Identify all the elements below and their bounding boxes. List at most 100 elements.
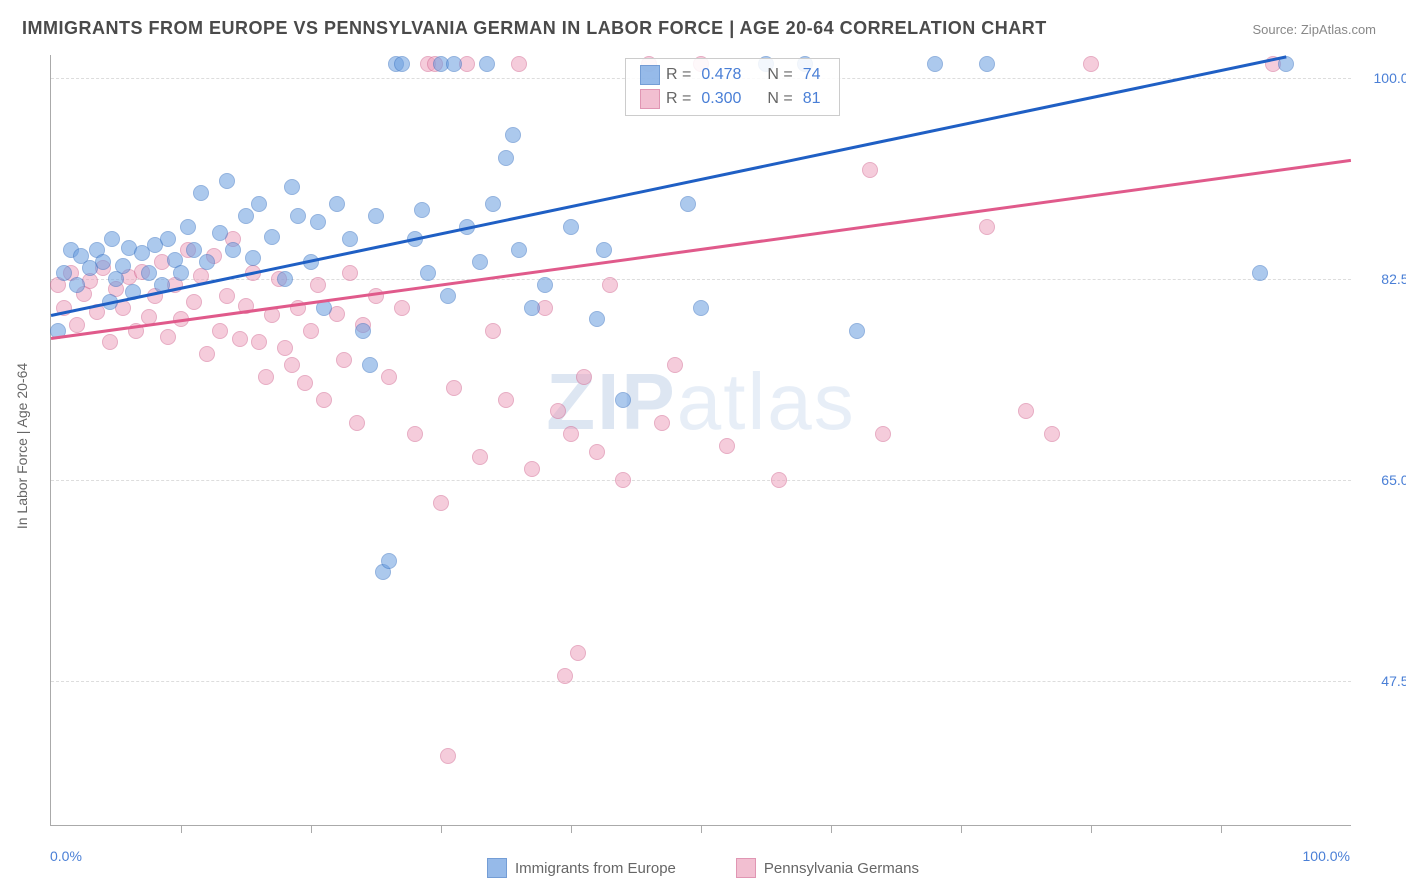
data-point bbox=[219, 288, 235, 304]
data-point bbox=[238, 208, 254, 224]
data-point bbox=[102, 334, 118, 350]
data-point bbox=[927, 56, 943, 72]
legend-row-b: R = 0.300 N = 81 bbox=[640, 87, 825, 111]
data-point bbox=[550, 403, 566, 419]
x-tick bbox=[1221, 825, 1222, 833]
data-point bbox=[180, 219, 196, 235]
data-point bbox=[394, 56, 410, 72]
x-tick bbox=[1091, 825, 1092, 833]
x-tick bbox=[961, 825, 962, 833]
legend-row-a: R = 0.478 N = 74 bbox=[640, 63, 825, 87]
data-point bbox=[849, 323, 865, 339]
data-point bbox=[524, 300, 540, 316]
data-point bbox=[212, 323, 228, 339]
watermark: ZIPatlas bbox=[546, 356, 855, 448]
data-point bbox=[141, 265, 157, 281]
data-point bbox=[440, 748, 456, 764]
x-tick bbox=[181, 825, 182, 833]
data-point bbox=[394, 300, 410, 316]
gridline bbox=[51, 279, 1351, 280]
data-point bbox=[56, 265, 72, 281]
legend-label-a: Immigrants from Europe bbox=[515, 860, 676, 877]
data-point bbox=[446, 380, 462, 396]
data-point bbox=[654, 415, 670, 431]
watermark-light: atlas bbox=[677, 357, 856, 446]
correlation-legend: R = 0.478 N = 74 R = 0.300 N = 81 bbox=[625, 58, 840, 116]
data-point bbox=[596, 242, 612, 258]
data-point bbox=[219, 173, 235, 189]
y-tick-label: 82.5% bbox=[1361, 271, 1406, 287]
data-point bbox=[368, 208, 384, 224]
data-point bbox=[771, 472, 787, 488]
data-point bbox=[1252, 265, 1268, 281]
data-point bbox=[316, 392, 332, 408]
n-label-b: N = bbox=[767, 90, 792, 108]
data-point bbox=[433, 495, 449, 511]
data-point bbox=[511, 56, 527, 72]
data-point bbox=[615, 472, 631, 488]
swatch-a-icon bbox=[640, 65, 660, 85]
data-point bbox=[297, 375, 313, 391]
x-tick bbox=[311, 825, 312, 833]
source-attribution: Source: ZipAtlas.com bbox=[1252, 22, 1376, 37]
data-point bbox=[232, 331, 248, 347]
data-point bbox=[1018, 403, 1034, 419]
gridline bbox=[51, 681, 1351, 682]
data-point bbox=[407, 426, 423, 442]
swatch-b-icon bbox=[640, 89, 660, 109]
data-point bbox=[420, 265, 436, 281]
n-value-b: 81 bbox=[799, 90, 825, 108]
data-point bbox=[362, 357, 378, 373]
r-value-a: 0.478 bbox=[697, 66, 745, 84]
data-point bbox=[381, 553, 397, 569]
data-point bbox=[115, 258, 131, 274]
series-legend: Immigrants from Europe Pennsylvania Germ… bbox=[0, 858, 1406, 878]
data-point bbox=[160, 231, 176, 247]
data-point bbox=[446, 56, 462, 72]
data-point bbox=[342, 231, 358, 247]
data-point bbox=[264, 229, 280, 245]
data-point bbox=[602, 277, 618, 293]
data-point bbox=[225, 242, 241, 258]
legend-label-b: Pennsylvania Germans bbox=[764, 860, 919, 877]
y-tick-label: 100.0% bbox=[1361, 70, 1406, 86]
data-point bbox=[557, 668, 573, 684]
data-point bbox=[336, 352, 352, 368]
r-label-a: R = bbox=[666, 66, 691, 84]
data-point bbox=[277, 271, 293, 287]
r-label-b: R = bbox=[666, 90, 691, 108]
data-point bbox=[511, 242, 527, 258]
data-point bbox=[1044, 426, 1060, 442]
data-point bbox=[342, 265, 358, 281]
data-point bbox=[485, 196, 501, 212]
data-point bbox=[160, 329, 176, 345]
data-point bbox=[498, 392, 514, 408]
data-point bbox=[472, 254, 488, 270]
data-point bbox=[284, 357, 300, 373]
data-point bbox=[258, 369, 274, 385]
data-point bbox=[615, 392, 631, 408]
x-tick bbox=[831, 825, 832, 833]
chart-title: IMMIGRANTS FROM EUROPE VS PENNSYLVANIA G… bbox=[22, 18, 1047, 39]
data-point bbox=[69, 277, 85, 293]
data-point bbox=[667, 357, 683, 373]
data-point bbox=[862, 162, 878, 178]
data-point bbox=[381, 369, 397, 385]
data-point bbox=[355, 323, 371, 339]
data-point bbox=[173, 265, 189, 281]
gridline bbox=[51, 480, 1351, 481]
data-point bbox=[310, 214, 326, 230]
y-axis-label: In Labor Force | Age 20-64 bbox=[14, 363, 30, 529]
data-point bbox=[290, 208, 306, 224]
data-point bbox=[537, 277, 553, 293]
data-point bbox=[104, 231, 120, 247]
data-point bbox=[440, 288, 456, 304]
data-point bbox=[329, 196, 345, 212]
y-tick-label: 65.0% bbox=[1361, 472, 1406, 488]
data-point bbox=[251, 196, 267, 212]
data-point bbox=[186, 294, 202, 310]
data-point bbox=[563, 219, 579, 235]
x-tick bbox=[571, 825, 572, 833]
data-point bbox=[212, 225, 228, 241]
data-point bbox=[589, 444, 605, 460]
